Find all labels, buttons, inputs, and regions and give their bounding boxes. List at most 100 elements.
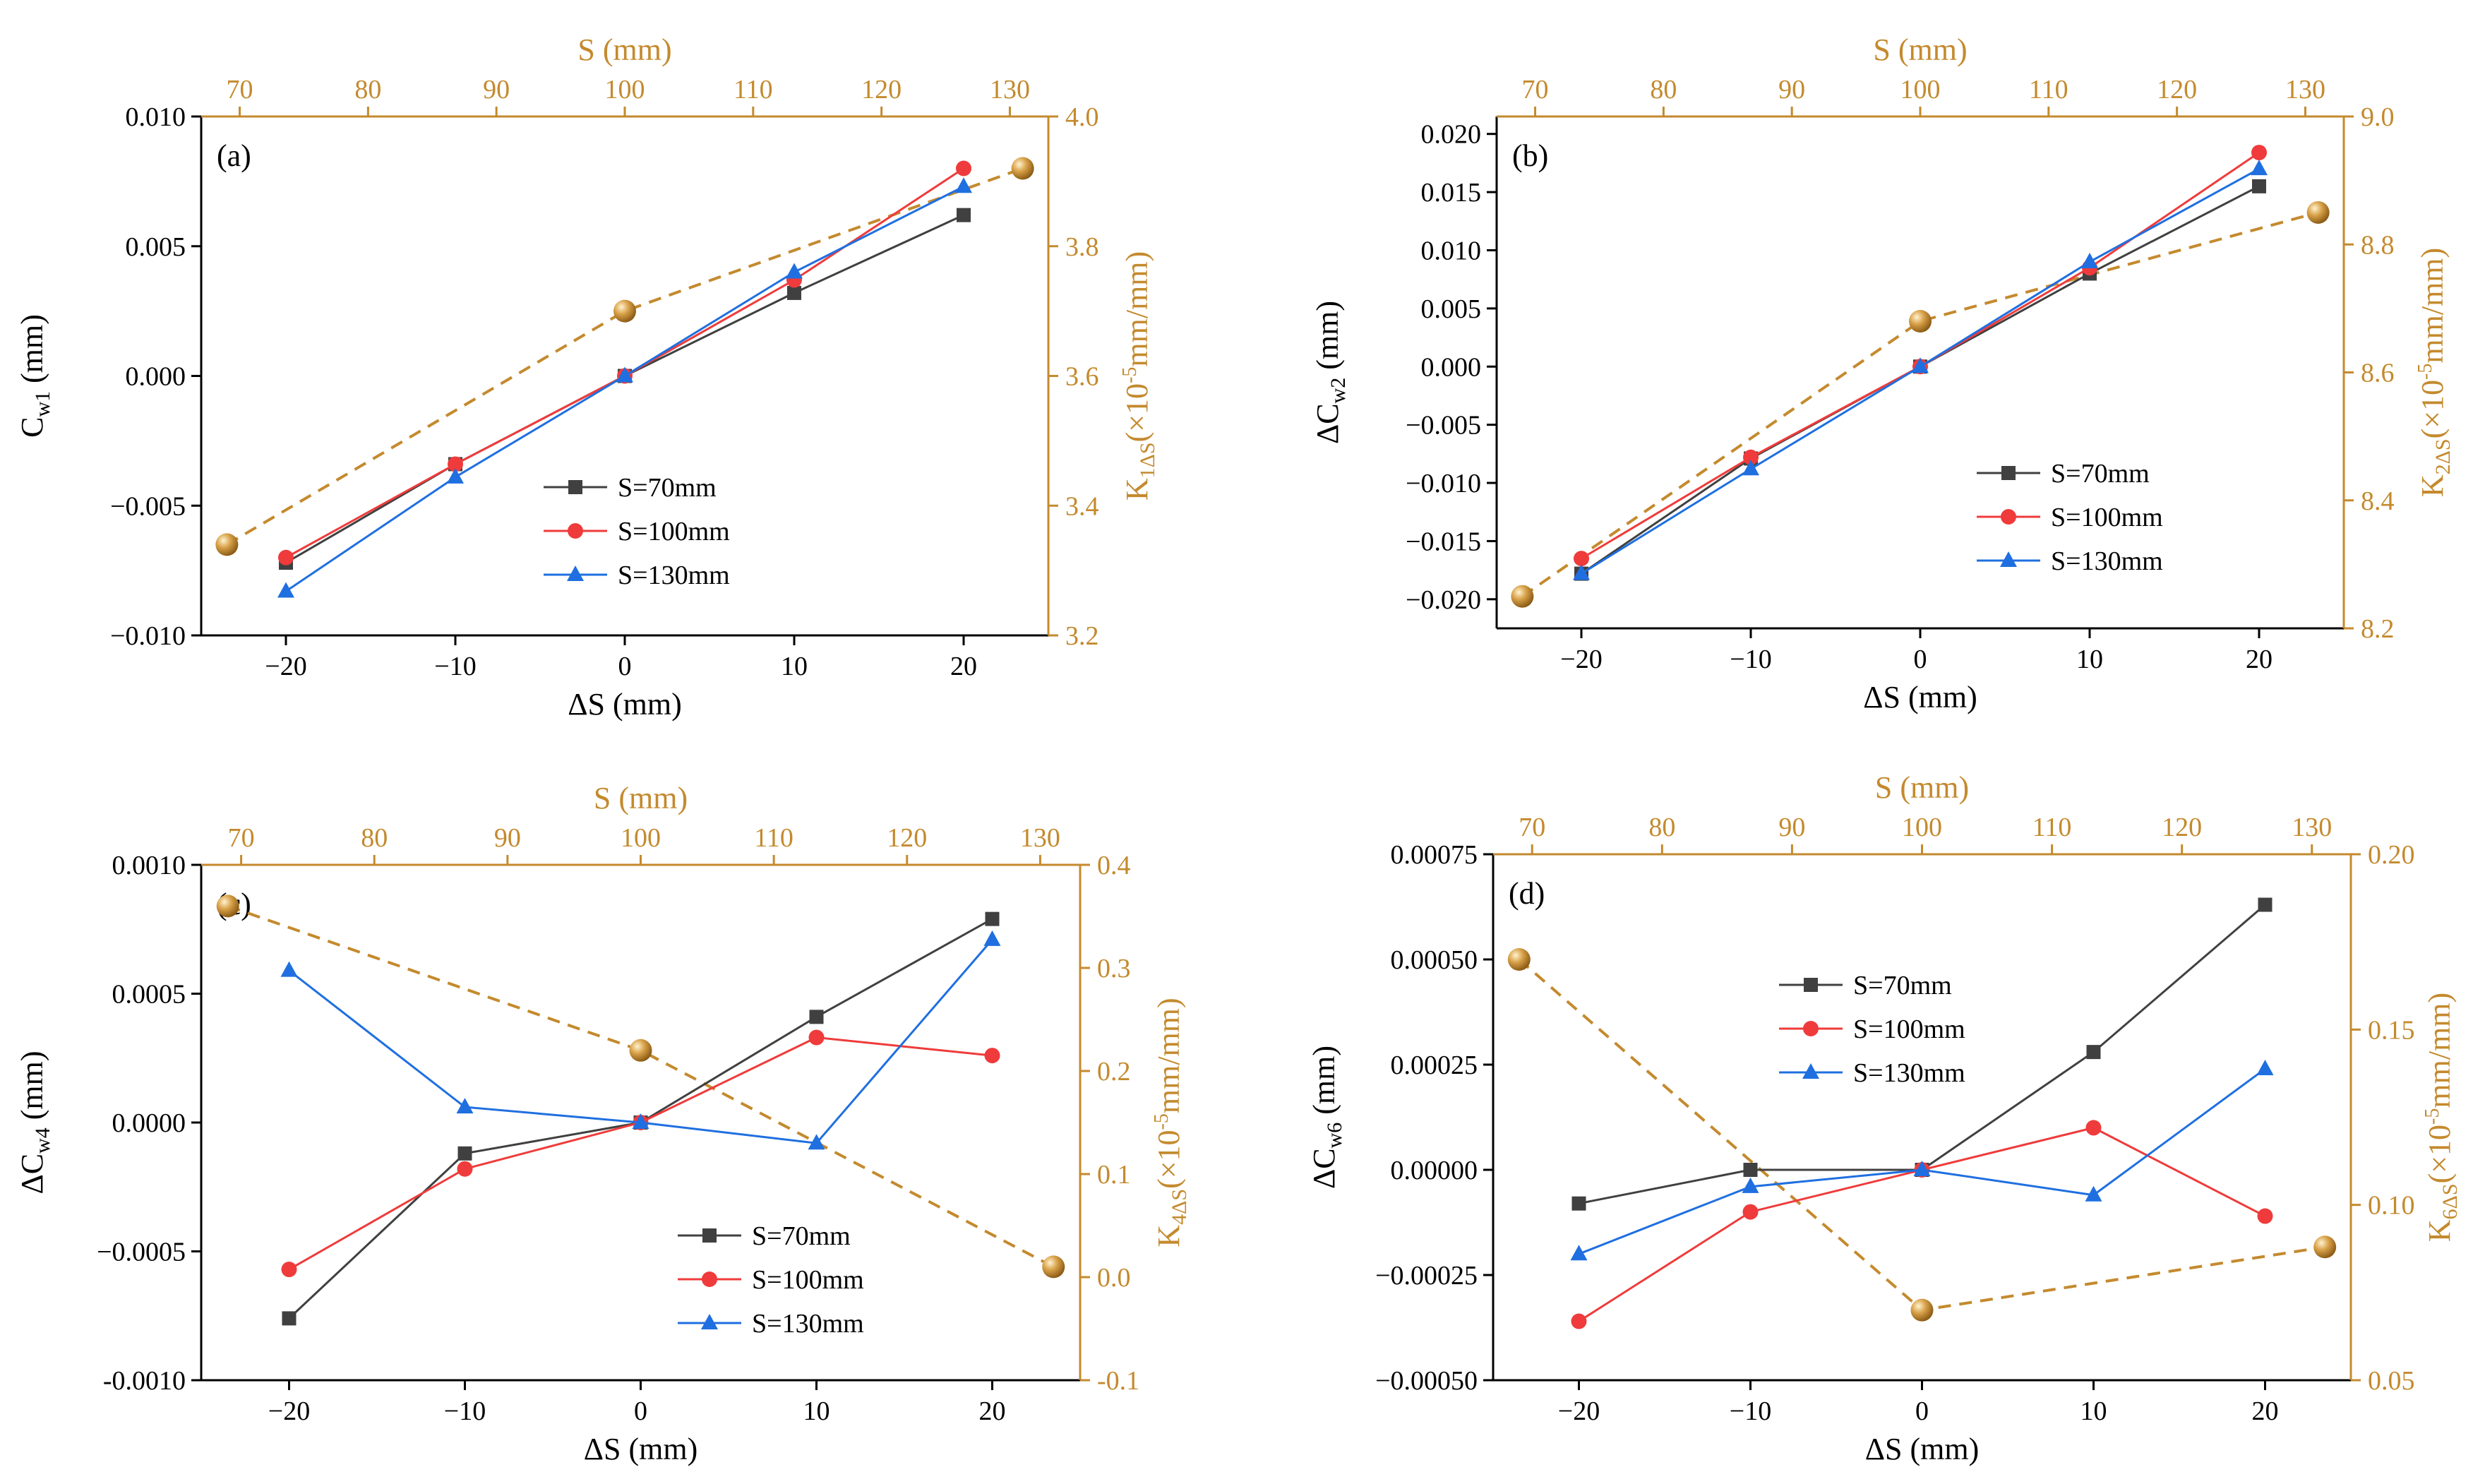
legend-label: S=70mm — [1853, 971, 1952, 1000]
series-point-1 — [1571, 1196, 1586, 1211]
series-point-3 — [786, 263, 803, 279]
series-point-3 — [277, 582, 294, 598]
x-tick-label: −10 — [444, 1396, 486, 1426]
legend-marker — [701, 1314, 718, 1329]
k-sphere-point — [1909, 310, 1932, 333]
x-axis-title: ΔS (mm) — [568, 687, 682, 722]
x-tick-label: −10 — [1730, 1396, 1771, 1426]
y-tick-label: −0.0005 — [97, 1238, 186, 1267]
series-line-1 — [1579, 904, 2266, 1205]
k-sphere-point — [1910, 1298, 1934, 1322]
top-tick-label: 90 — [494, 823, 521, 853]
y-axis-title: ΔCw2 (mm) — [1310, 301, 1350, 444]
top-tick-label: 90 — [483, 75, 510, 104]
x-tick-label: −20 — [1558, 1396, 1600, 1426]
y-tick-label: −0.015 — [1406, 527, 1481, 556]
y-tick-label: 0.0010 — [112, 851, 186, 880]
y-tick-label: −0.020 — [1406, 585, 1481, 615]
x-tick-label: −20 — [1560, 645, 1602, 674]
x-tick-label: 10 — [781, 652, 808, 681]
legend-label: S=100mm — [1853, 1015, 1965, 1044]
series-point-2 — [278, 549, 294, 566]
y-tick-label: 0.005 — [1421, 294, 1482, 324]
right-tick-label: 0.4 — [1097, 851, 1131, 880]
series-point-1 — [787, 285, 801, 300]
x-axis-title: ΔS (mm) — [584, 1432, 698, 1466]
panel-label: (d) — [1509, 876, 1545, 911]
x-tick-label: 20 — [950, 652, 977, 681]
legend-marker — [702, 1228, 717, 1243]
right-tick-label: 3.4 — [1065, 491, 1099, 521]
right-tick-label: -0.1 — [1097, 1366, 1139, 1396]
chart-panel-1: −20 −10 0 10 20 −0.010 −0.005 0.000 0.005 0.010 70… — [15, 32, 1159, 722]
series-line-2 — [1581, 151, 2260, 560]
legend-label: S=130mm — [1853, 1058, 1965, 1088]
y-tick-label: -0.0010 — [103, 1366, 186, 1396]
right-tick-label: 0.1 — [1097, 1160, 1131, 1190]
x-axis-title: ΔS (mm) — [1863, 680, 1977, 714]
top-tick-label: 90 — [1778, 75, 1805, 104]
x-tick-label: 20 — [979, 1396, 1006, 1426]
series-point-2 — [2085, 1120, 2102, 1136]
x-tick-label: −20 — [265, 652, 306, 681]
legend-label: S=70mm — [618, 473, 717, 503]
right-tick-label: 3.8 — [1065, 232, 1099, 262]
top-tick-label: 110 — [754, 823, 794, 853]
top-tick-label: 100 — [1902, 813, 1942, 842]
series-point-1 — [2258, 897, 2273, 912]
series-point-3 — [955, 177, 972, 193]
top-tick-label: 100 — [621, 823, 661, 853]
y-tick-label: 0.005 — [126, 232, 186, 262]
y-tick-label: 0.010 — [1421, 236, 1482, 265]
y-tick-label: 0.00050 — [1391, 945, 1478, 975]
legend-label: S=130mm — [2051, 546, 2163, 576]
series-point-1 — [282, 1311, 297, 1326]
series-point-3 — [632, 1113, 649, 1129]
x-tick-label: 10 — [2080, 1396, 2107, 1426]
top-axis-title: S (mm) — [594, 781, 688, 815]
series-point-3 — [2256, 1059, 2274, 1075]
top-tick-label: 110 — [733, 75, 773, 104]
series-point-3 — [2081, 252, 2098, 268]
y-tick-label: 0.0005 — [112, 980, 186, 1010]
top-tick-label: 80 — [361, 823, 388, 853]
y-axis-title: ΔCw4 (mm) — [15, 1051, 54, 1194]
top-tick-label: 70 — [1519, 813, 1545, 842]
right-tick-label: 3.6 — [1065, 362, 1099, 392]
k-sphere-point — [216, 894, 239, 918]
legend-label: S=100mm — [618, 517, 730, 546]
series-point-3 — [456, 1098, 474, 1114]
top-tick-label: 130 — [2285, 75, 2325, 104]
k-sphere-point — [2313, 1235, 2337, 1259]
series-point-1 — [985, 911, 1000, 926]
top-axis-title: S (mm) — [1873, 32, 1967, 67]
right-tick-label: 0.20 — [2368, 840, 2415, 870]
x-tick-label: 20 — [2246, 645, 2273, 674]
right-tick-label: 8.2 — [2361, 614, 2395, 644]
series-line-2 — [288, 1036, 993, 1271]
chart-panel-4: −20 −10 0 10 20 −0.00050 −0.00025 0.00000 0.0002… — [1307, 770, 2462, 1466]
series-point-3 — [1742, 460, 1759, 476]
top-tick-label: 80 — [354, 75, 381, 104]
legend-label: S=100mm — [752, 1265, 864, 1295]
k-sphere-point — [1011, 157, 1034, 180]
legend-marker — [2001, 466, 2016, 480]
k-dashed-line — [1518, 958, 2325, 1312]
top-tick-label: 80 — [1648, 813, 1675, 842]
right-axis-title: K2ΔS(×10-5mm/mm) — [2414, 248, 2455, 497]
x-tick-label: −20 — [268, 1396, 310, 1426]
top-tick-label: 100 — [605, 75, 645, 104]
right-tick-label: 3.2 — [1065, 621, 1099, 651]
top-tick-label: 70 — [227, 75, 253, 104]
series-point-3 — [1742, 1177, 1759, 1193]
series-point-3 — [1913, 1161, 1931, 1176]
legend-label: S=70mm — [2051, 459, 2150, 489]
series-point-1 — [457, 1146, 472, 1161]
top-tick-label: 70 — [1522, 75, 1549, 104]
top-tick-label: 110 — [2029, 75, 2068, 104]
top-tick-label: 130 — [990, 75, 1030, 104]
right-tick-label: 0.0 — [1097, 1263, 1131, 1293]
y-tick-label: −0.00025 — [1375, 1261, 1478, 1291]
top-tick-label: 120 — [2157, 75, 2197, 104]
